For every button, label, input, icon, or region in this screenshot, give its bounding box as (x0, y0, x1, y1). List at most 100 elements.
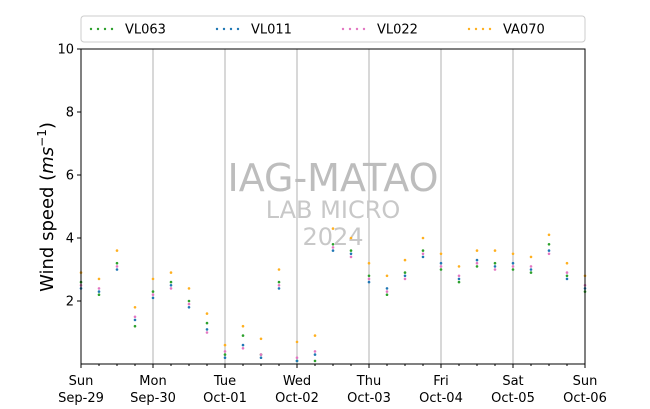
point-vl063 (277, 280, 281, 284)
point-vl022 (133, 315, 137, 319)
point-vl011 (133, 318, 137, 322)
point-vl063 (565, 274, 569, 278)
point-vl063 (205, 321, 209, 325)
x-tick-label-date: Oct-02 (275, 391, 319, 406)
point-va070 (367, 261, 371, 265)
point-vl022 (457, 274, 461, 278)
point-va070 (493, 249, 497, 252)
point-va070 (313, 334, 317, 337)
y-axis-label: Wind speed (ms−1) (35, 122, 58, 292)
point-vl011 (421, 255, 425, 259)
point-vl022 (493, 268, 497, 271)
point-vl063 (421, 249, 425, 252)
point-vl022 (547, 252, 551, 256)
point-va070 (151, 277, 155, 281)
y-tick-label: 2 (66, 295, 74, 310)
point-vl011 (493, 265, 497, 268)
point-vl022 (223, 350, 227, 353)
point-va070 (403, 258, 407, 262)
point-vl063 (403, 271, 407, 274)
x-tick-label-date: Oct-01 (203, 391, 247, 406)
data-points (79, 227, 587, 363)
x-tick-label-date: Oct-05 (491, 391, 535, 406)
point-vl063 (223, 353, 227, 356)
point-vl011 (475, 258, 479, 262)
point-vl011 (223, 356, 227, 360)
point-va070 (439, 252, 443, 256)
point-vl022 (241, 347, 245, 350)
point-vl011 (115, 268, 119, 271)
point-va070 (421, 236, 425, 240)
y-tick-label: 6 (66, 169, 74, 184)
y-tick-label: 10 (57, 43, 74, 58)
point-vl011 (385, 287, 389, 290)
point-va070 (223, 343, 227, 347)
x-axis: Sun Sep-29 Mon Sep-30 Tue Oct-01 Wed Oct-02 Thu O… (58, 364, 607, 406)
point-vl022 (565, 271, 569, 274)
y-axis: 2 4 6 8 10 (57, 43, 81, 310)
x-tick-label-date: Sep-29 (58, 391, 104, 406)
legend-marker-vl011 (236, 27, 240, 31)
point-vl063 (313, 359, 317, 363)
point-va070 (565, 261, 569, 265)
point-va070 (547, 233, 551, 237)
legend-label-vl022: VL022 (377, 23, 418, 38)
legend-marker-vl011 (229, 27, 233, 31)
x-tick-label-date: Oct-04 (419, 391, 463, 406)
point-vl063 (439, 268, 443, 271)
x-tick-label-day: Sun (573, 374, 598, 389)
point-vl022 (403, 277, 407, 281)
point-vl011 (169, 284, 173, 287)
point-va070 (205, 312, 209, 315)
point-va070 (457, 265, 461, 268)
point-vl022 (385, 290, 389, 293)
legend-frame (80, 15, 586, 43)
y-tick-label: 4 (66, 232, 74, 247)
point-vl011 (565, 277, 569, 281)
legend-marker-vl022 (348, 27, 352, 31)
point-va070 (295, 340, 299, 344)
point-vl011 (511, 261, 515, 265)
point-vl022 (421, 252, 425, 256)
point-vl063 (493, 261, 497, 265)
point-vl011 (259, 356, 263, 360)
point-vl011 (277, 287, 281, 290)
point-vl063 (511, 268, 515, 271)
watermark-line-1: IAG-MATAO (227, 156, 438, 200)
point-vl063 (385, 293, 389, 297)
legend-marker-vl022 (341, 27, 345, 31)
point-vl063 (151, 290, 155, 293)
point-vl011 (367, 280, 371, 284)
legend-marker-vl011 (222, 27, 226, 31)
point-vl022 (511, 265, 515, 268)
point-vl022 (277, 284, 281, 287)
legend-marker-vl022 (355, 27, 359, 31)
point-vl011 (439, 261, 443, 265)
point-vl063 (169, 280, 173, 284)
legend-label-vl063: VL063 (125, 23, 166, 38)
point-va070 (349, 236, 353, 240)
y-axis-label-main: Wind speed ( (37, 174, 58, 292)
x-tick-label-day: Sat (502, 374, 523, 389)
point-vl063 (331, 243, 335, 246)
legend-marker-vl063 (96, 27, 100, 31)
point-vl022 (295, 356, 299, 360)
point-vl063 (133, 324, 137, 328)
point-vl063 (547, 243, 551, 246)
x-tick-label-date: Oct-03 (347, 391, 391, 406)
point-vl011 (151, 296, 155, 300)
legend-marker-va070 (467, 27, 471, 31)
point-va070 (529, 255, 533, 259)
legend-marker-vl063 (110, 27, 114, 31)
x-tick-label-day: Thu (356, 374, 381, 389)
point-va070 (385, 274, 389, 278)
point-vl011 (241, 343, 245, 347)
point-vl063 (457, 280, 461, 284)
point-vl063 (349, 249, 353, 252)
point-vl022 (529, 265, 533, 268)
legend-label-va070: VA070 (503, 23, 545, 38)
point-vl011 (295, 359, 299, 363)
point-va070 (133, 306, 137, 309)
